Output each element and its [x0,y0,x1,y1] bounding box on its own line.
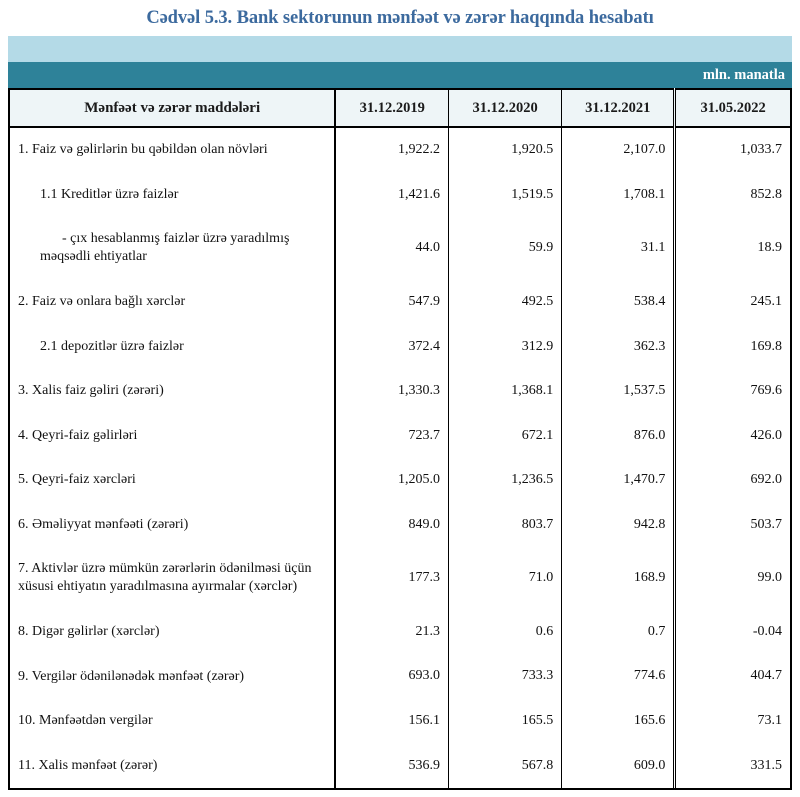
table-row: 9. Vergilər ödənilənədək mənfəət (zərər)… [10,654,790,699]
cell-value: 331.5 [673,743,790,788]
cell-value: 547.9 [335,279,450,325]
table-row: 7. Aktivlər üzrə mümkün zərərlərin ödəni… [10,547,790,610]
cell-value: 1,330.3 [335,368,450,414]
row-label: 5. Qeyri-faiz xərcləri [10,457,337,503]
row-label: - çıx hesablanmış faizlər üzrə yaradılmı… [10,217,337,280]
cell-value: 99.0 [673,547,790,610]
table-row: 3. Xalis faiz gəliri (zərəri) 1,330.3 1,36… [10,368,790,414]
cell-value: 1,368.1 [448,368,563,414]
table-row: 2. Faiz və onlara bağlı xərclər 547.9 492.… [10,279,790,325]
cell-value: 0.6 [448,609,563,655]
cell-value: 1,421.6 [335,172,450,218]
cell-value: 942.8 [561,502,676,548]
title-bar: Cədvəl 5.3. Bank sektorunun mənfəət və z… [0,0,800,36]
column-header-2021: 31.12.2021 [561,88,676,128]
cell-value: 1,519.5 [448,172,563,218]
cell-value: 1,920.5 [448,127,563,173]
row-label: 1. Faiz və gəlirlərin bu qəbildən olan n… [10,127,337,173]
cell-value: 536.9 [335,743,450,788]
units-band: mln. manatla [8,62,792,88]
cell-value: 1,537.5 [561,368,676,414]
cell-value: 177.3 [335,547,450,610]
cell-value: 31.1 [561,217,676,280]
cell-value: 156.1 [335,698,450,744]
cell-value: 567.8 [448,743,563,788]
column-header-2022: 31.05.2022 [673,88,790,128]
row-label: 4. Qeyri-faiz gəlirləri [10,413,337,458]
table-row: 11. Xalis mənfəət (zərər) 536.9 567.8 609.0… [10,743,790,788]
cell-value: 426.0 [673,413,790,458]
cell-value: 492.5 [448,279,563,325]
column-header-2019: 31.12.2019 [335,88,450,128]
table-row: 5. Qeyri-faiz xərcləri 1,205.0 1,236.5 1,47… [10,457,790,503]
units-label: mln. manatla [702,66,785,83]
row-label: 9. Vergilər ödənilənədək mənfəət (zərər) [10,654,337,699]
cell-value: 165.6 [561,698,676,744]
table-row: 10. Mənfəətdən vergilər 156.1 165.5 165.6 73… [10,698,790,744]
row-label: 11. Xalis mənfəət (zərər) [10,743,337,788]
cell-value: 21.3 [335,609,450,655]
cell-value: 723.7 [335,413,450,458]
table-row: 8. Digər gəlirlər (xərclər) 21.3 0.6 0.7 -0.… [10,609,790,655]
cell-value: 169.8 [673,324,790,369]
cell-value: 733.3 [448,654,563,699]
table-row: 4. Qeyri-faiz gəlirləri 723.7 672.1 876.0 42… [10,413,790,458]
table-row: - çıx hesablanmış faizlər üzrə yaradılmı… [10,217,790,280]
row-label: 7. Aktivlər üzrə mümkün zərərlərin ödəni… [10,547,337,610]
column-header-items: Mənfəət və zərər maddələri [10,88,337,128]
cell-value: 1,033.7 [673,127,790,173]
cell-value: 0.7 [561,609,676,655]
row-label: 1.1 Kreditlər üzrə faizlər [10,172,337,218]
cell-value: 168.9 [561,547,676,610]
cell-value: 165.5 [448,698,563,744]
cell-value: 849.0 [335,502,450,548]
cell-value: 672.1 [448,413,563,458]
row-label: 6. Əməliyyat mənfəəti (zərəri) [10,502,337,548]
cell-value: 503.7 [673,502,790,548]
table-body: 1. Faiz və gəlirlərin bu qəbildən olan n… [10,127,790,788]
table-row: 6. Əməliyyat mənfəəti (zərəri) 849.0 803.7… [10,502,790,548]
cell-value: 692.0 [673,457,790,503]
cell-value: 312.9 [448,324,563,369]
cell-value: 1,922.2 [335,127,450,173]
table-row: 2.1 depozitlər üzrə faizlər 372.4 312.9 362… [10,324,790,369]
row-label: 2.1 depozitlər üzrə faizlər [10,324,337,369]
page-title: Cədvəl 5.3. Bank sektorunun mənfəət və z… [146,7,654,28]
cell-value: 693.0 [335,654,450,699]
cell-value: 852.8 [673,172,790,218]
row-label: 3. Xalis faiz gəliri (zərəri) [10,368,337,414]
cell-value: 774.6 [561,654,676,699]
cell-value: 245.1 [673,279,790,325]
row-label: 2. Faiz və onlara bağlı xərclər [10,279,337,325]
row-label: 8. Digər gəlirlər (xərclər) [10,609,337,655]
row-label: 10. Mənfəətdən vergilər [10,698,337,744]
cell-value: 769.6 [673,368,790,414]
cell-value: 73.1 [673,698,790,744]
profit-loss-table-container: Mənfəət və zərər maddələri 31.12.2019 31… [8,88,792,790]
cell-value: 372.4 [335,324,450,369]
cell-value: 1,205.0 [335,457,450,503]
cell-value: 803.7 [448,502,563,548]
cell-value: 609.0 [561,743,676,788]
cell-value: 1,236.5 [448,457,563,503]
decorative-light-band [8,36,792,62]
table-header: Mənfəət və zərər maddələri 31.12.2019 31… [10,88,790,128]
profit-loss-table: Mənfəət və zərər maddələri 31.12.2019 31… [10,88,790,788]
table-row: 1. Faiz və gəlirlərin bu qəbildən olan n… [10,127,790,173]
cell-value: 404.7 [673,654,790,699]
cell-value: 538.4 [561,279,676,325]
cell-value: 1,470.7 [561,457,676,503]
cell-value: -0.04 [673,609,790,655]
cell-value: 44.0 [335,217,450,280]
cell-value: 71.0 [448,547,563,610]
cell-value: 18.9 [673,217,790,280]
table-row: 1.1 Kreditlər üzrə faizlər 1,421.6 1,519.5… [10,172,790,218]
table-header-row: Mənfəət və zərər maddələri 31.12.2019 31… [10,88,790,128]
cell-value: 1,708.1 [561,172,676,218]
cell-value: 362.3 [561,324,676,369]
column-header-2020: 31.12.2020 [448,88,563,128]
cell-value: 2,107.0 [561,127,676,173]
cell-value: 59.9 [448,217,563,280]
cell-value: 876.0 [561,413,676,458]
